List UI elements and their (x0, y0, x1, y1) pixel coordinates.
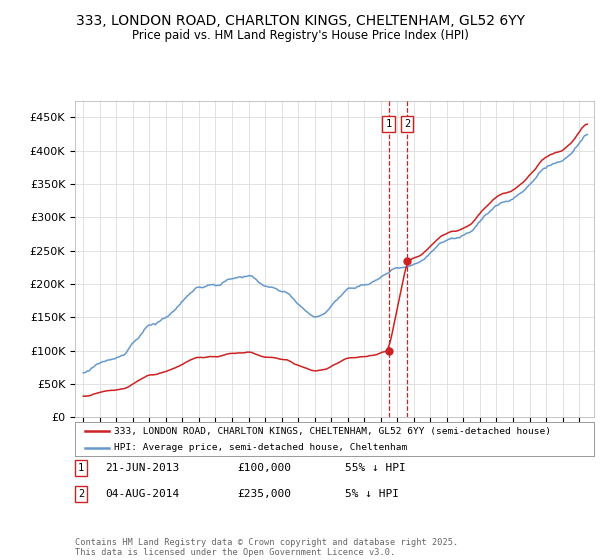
Text: 333, LONDON ROAD, CHARLTON KINGS, CHELTENHAM, GL52 6YY: 333, LONDON ROAD, CHARLTON KINGS, CHELTE… (76, 14, 524, 28)
Text: 04-AUG-2014: 04-AUG-2014 (105, 489, 179, 499)
Text: 55% ↓ HPI: 55% ↓ HPI (345, 463, 406, 473)
Text: Contains HM Land Registry data © Crown copyright and database right 2025.
This d: Contains HM Land Registry data © Crown c… (75, 538, 458, 557)
Text: 21-JUN-2013: 21-JUN-2013 (105, 463, 179, 473)
Text: £100,000: £100,000 (237, 463, 291, 473)
Text: 333, LONDON ROAD, CHARLTON KINGS, CHELTENHAM, GL52 6YY (semi-detached house): 333, LONDON ROAD, CHARLTON KINGS, CHELTE… (114, 427, 551, 436)
Text: Price paid vs. HM Land Registry's House Price Index (HPI): Price paid vs. HM Land Registry's House … (131, 29, 469, 42)
Text: 2: 2 (78, 489, 84, 499)
Text: 1: 1 (385, 119, 392, 129)
Text: 2: 2 (404, 119, 410, 129)
Text: 5% ↓ HPI: 5% ↓ HPI (345, 489, 399, 499)
Text: 1: 1 (78, 463, 84, 473)
Text: HPI: Average price, semi-detached house, Cheltenham: HPI: Average price, semi-detached house,… (114, 443, 407, 452)
Text: £235,000: £235,000 (237, 489, 291, 499)
